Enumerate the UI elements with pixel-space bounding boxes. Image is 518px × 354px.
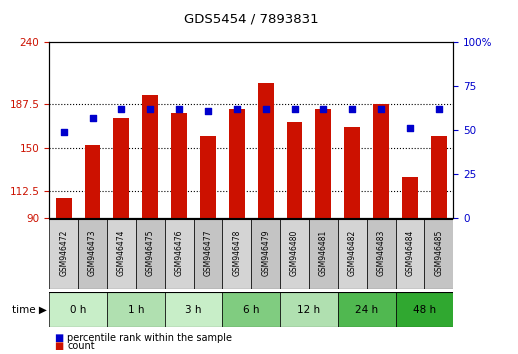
Bar bbox=[113, 119, 130, 218]
Text: GSM946481: GSM946481 bbox=[319, 229, 328, 276]
Point bbox=[348, 106, 356, 112]
Bar bbox=[107, 292, 165, 327]
Bar bbox=[373, 104, 389, 218]
Point bbox=[175, 106, 183, 112]
Point bbox=[89, 115, 97, 121]
Bar bbox=[431, 136, 447, 218]
Text: count: count bbox=[67, 341, 95, 351]
Bar bbox=[165, 292, 222, 327]
Text: GDS5454 / 7893831: GDS5454 / 7893831 bbox=[184, 12, 319, 25]
Text: GSM946479: GSM946479 bbox=[261, 229, 270, 276]
Bar bbox=[229, 109, 244, 218]
Text: GSM946476: GSM946476 bbox=[175, 229, 183, 276]
Text: GSM946474: GSM946474 bbox=[117, 229, 126, 276]
Bar bbox=[136, 219, 165, 289]
Bar bbox=[424, 219, 453, 289]
Text: 48 h: 48 h bbox=[413, 305, 436, 315]
Bar bbox=[338, 292, 396, 327]
Text: ■: ■ bbox=[54, 341, 64, 351]
Bar bbox=[286, 122, 303, 218]
Text: 24 h: 24 h bbox=[355, 305, 378, 315]
Bar bbox=[251, 219, 280, 289]
Point bbox=[406, 126, 414, 131]
Text: GSM946475: GSM946475 bbox=[146, 229, 155, 276]
Point bbox=[204, 108, 212, 114]
Bar bbox=[309, 219, 338, 289]
Bar bbox=[49, 219, 78, 289]
Text: GSM946482: GSM946482 bbox=[348, 229, 357, 276]
Text: GSM946484: GSM946484 bbox=[406, 229, 414, 276]
Text: ■: ■ bbox=[54, 333, 64, 343]
Text: 6 h: 6 h bbox=[243, 305, 260, 315]
Bar bbox=[78, 219, 107, 289]
Bar bbox=[315, 109, 332, 218]
Text: GSM946483: GSM946483 bbox=[377, 229, 385, 276]
Bar bbox=[338, 219, 367, 289]
Text: time ▶: time ▶ bbox=[12, 305, 47, 315]
Point bbox=[262, 106, 270, 112]
Point bbox=[233, 106, 241, 112]
Bar bbox=[367, 219, 396, 289]
Text: 1 h: 1 h bbox=[127, 305, 144, 315]
Bar bbox=[344, 127, 360, 218]
Text: GSM946472: GSM946472 bbox=[59, 229, 68, 276]
Bar bbox=[280, 219, 309, 289]
Bar bbox=[222, 292, 280, 327]
Text: GSM946477: GSM946477 bbox=[204, 229, 212, 276]
Bar bbox=[171, 113, 187, 218]
Point bbox=[60, 129, 68, 135]
Bar bbox=[402, 177, 418, 218]
Bar bbox=[194, 219, 222, 289]
Text: percentile rank within the sample: percentile rank within the sample bbox=[67, 333, 233, 343]
Bar bbox=[280, 292, 338, 327]
Bar bbox=[56, 198, 71, 218]
Bar bbox=[165, 219, 194, 289]
Point bbox=[319, 106, 327, 112]
Point bbox=[117, 106, 125, 112]
Text: GSM946485: GSM946485 bbox=[434, 229, 443, 276]
Text: 3 h: 3 h bbox=[185, 305, 202, 315]
Text: GSM946473: GSM946473 bbox=[88, 229, 97, 276]
Text: GSM946480: GSM946480 bbox=[290, 229, 299, 276]
Text: 0 h: 0 h bbox=[70, 305, 87, 315]
Bar bbox=[200, 136, 216, 218]
Text: 12 h: 12 h bbox=[297, 305, 321, 315]
Bar bbox=[49, 292, 107, 327]
Point bbox=[146, 106, 154, 112]
Point bbox=[291, 106, 299, 112]
Bar bbox=[396, 292, 453, 327]
Bar bbox=[258, 84, 274, 218]
Point bbox=[377, 106, 385, 112]
Bar bbox=[107, 219, 136, 289]
Bar bbox=[222, 219, 251, 289]
Point bbox=[435, 106, 443, 112]
Bar bbox=[142, 95, 158, 218]
Bar bbox=[396, 219, 424, 289]
Text: GSM946478: GSM946478 bbox=[232, 229, 241, 276]
Bar bbox=[84, 145, 100, 218]
